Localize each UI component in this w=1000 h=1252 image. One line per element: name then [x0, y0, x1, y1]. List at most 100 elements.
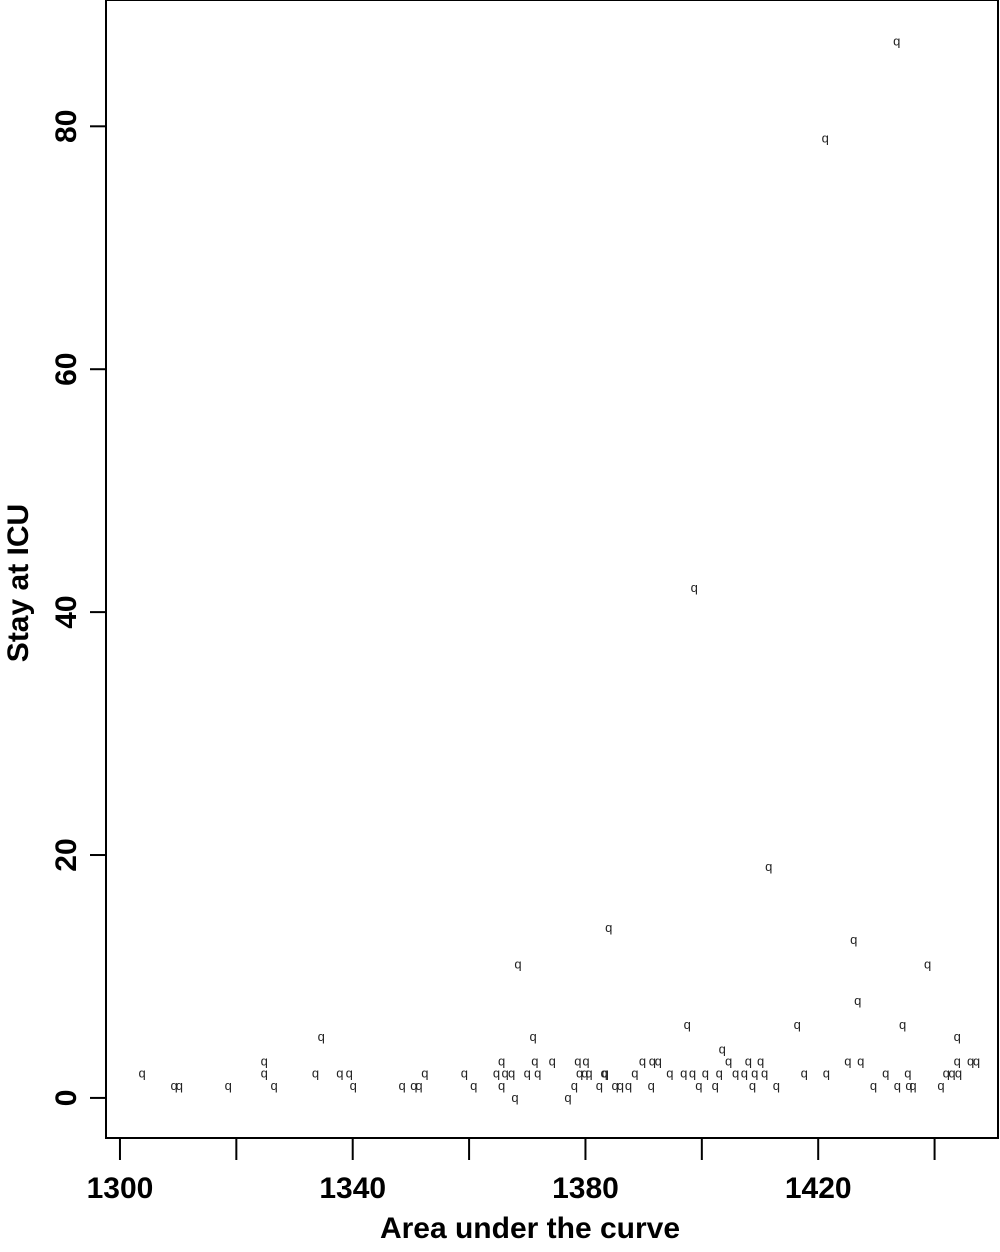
data-point: q — [909, 1078, 916, 1093]
data-point: q — [648, 1078, 655, 1093]
data-point: q — [639, 1053, 646, 1068]
data-point: q — [261, 1066, 268, 1081]
data-point: q — [346, 1066, 353, 1081]
data-point: q — [649, 1053, 656, 1068]
data-point: q — [605, 920, 612, 935]
data-point: q — [581, 1066, 588, 1081]
data-point: q — [893, 33, 900, 48]
y-tick-label: 0 — [50, 1090, 83, 1107]
data-point: q — [529, 1029, 536, 1044]
data-point: q — [680, 1066, 687, 1081]
data-point: q — [511, 1090, 518, 1105]
data-point: q — [585, 1066, 592, 1081]
data-point: q — [225, 1078, 232, 1093]
x-tick-label: 1420 — [785, 1172, 852, 1205]
data-point: q — [410, 1078, 417, 1093]
data-point: q — [904, 1066, 911, 1081]
data-point: q — [822, 130, 829, 145]
data-point: q — [773, 1078, 780, 1093]
data-point: q — [312, 1066, 319, 1081]
data-point: q — [870, 1078, 877, 1093]
y-axis-label: Stay at ICU — [2, 504, 35, 662]
data-point: q — [549, 1053, 556, 1068]
x-tick-label: 1300 — [87, 1172, 154, 1205]
y-tick-label: 60 — [50, 353, 83, 386]
data-point: q — [596, 1078, 603, 1093]
y-tick-label: 80 — [50, 110, 83, 143]
data-point: q — [602, 1066, 609, 1081]
data-point: q — [531, 1053, 538, 1068]
data-point: q — [625, 1078, 632, 1093]
data-point: q — [905, 1078, 912, 1093]
data-point: q — [534, 1066, 541, 1081]
data-point: q — [470, 1078, 477, 1093]
data-point: q — [725, 1053, 732, 1068]
data-point: q — [899, 1017, 906, 1032]
data-point: q — [617, 1078, 624, 1093]
data-point: q — [732, 1066, 739, 1081]
data-point: q — [564, 1090, 571, 1105]
data-point: q — [823, 1066, 830, 1081]
data-point: q — [702, 1066, 709, 1081]
data-point: q — [571, 1078, 578, 1093]
data-point: q — [576, 1066, 583, 1081]
x-tick-label: 1380 — [552, 1172, 619, 1205]
data-point: q — [176, 1078, 183, 1093]
data-point: q — [421, 1066, 428, 1081]
data-point: q — [712, 1078, 719, 1093]
data-point: q — [943, 1066, 950, 1081]
data-point: q — [508, 1066, 515, 1081]
x-tick-label: 1340 — [319, 1172, 386, 1205]
data-point: q — [631, 1066, 638, 1081]
data-point: q — [948, 1066, 955, 1081]
data-point: q — [954, 1053, 961, 1068]
data-point: q — [695, 1078, 702, 1093]
data-point: q — [350, 1078, 357, 1093]
data-point: q — [318, 1029, 325, 1044]
data-point: q — [801, 1066, 808, 1081]
data-point: q — [857, 1053, 864, 1068]
plot-frame — [105, 0, 999, 1139]
data-point: q — [399, 1078, 406, 1093]
data-point: q — [498, 1053, 505, 1068]
data-point: q — [924, 956, 931, 971]
data-point: q — [498, 1078, 505, 1093]
data-point: q — [954, 1029, 961, 1044]
data-point: q — [716, 1066, 723, 1081]
data-point: q — [574, 1053, 581, 1068]
data-point: q — [745, 1053, 752, 1068]
y-axis: 0 20 40 60 80 — [50, 110, 106, 1107]
data-point: q — [514, 956, 521, 971]
data-point: q — [741, 1066, 748, 1081]
data-point: q — [691, 580, 698, 595]
data-point: q — [689, 1066, 696, 1081]
data-point: q — [415, 1078, 422, 1093]
data-point: q — [973, 1053, 980, 1068]
data-point: q — [336, 1066, 343, 1081]
data-point: q — [765, 859, 772, 874]
data-point: q — [894, 1078, 901, 1093]
data-point: q — [666, 1066, 673, 1081]
data-point: q — [461, 1066, 468, 1081]
data-point: q — [524, 1066, 531, 1081]
x-axis-label: Area under the curve — [380, 1212, 680, 1245]
data-point: q — [844, 1053, 851, 1068]
data-point: q — [261, 1053, 268, 1068]
data-point: q — [967, 1053, 974, 1068]
data-point: q — [761, 1066, 768, 1081]
data-point: q — [138, 1066, 145, 1081]
data-point: q — [854, 993, 861, 1008]
data-point: q — [600, 1066, 607, 1081]
data-point: q — [757, 1053, 764, 1068]
y-tick-label: 40 — [50, 595, 83, 628]
data-point: q — [612, 1078, 619, 1093]
data-point: q — [749, 1078, 756, 1093]
data-point: q — [794, 1017, 801, 1032]
y-tick-label: 20 — [50, 838, 83, 871]
data-point: q — [271, 1078, 278, 1093]
data-point: q — [170, 1078, 177, 1093]
data-point: q — [719, 1041, 726, 1056]
data-point: q — [882, 1066, 889, 1081]
